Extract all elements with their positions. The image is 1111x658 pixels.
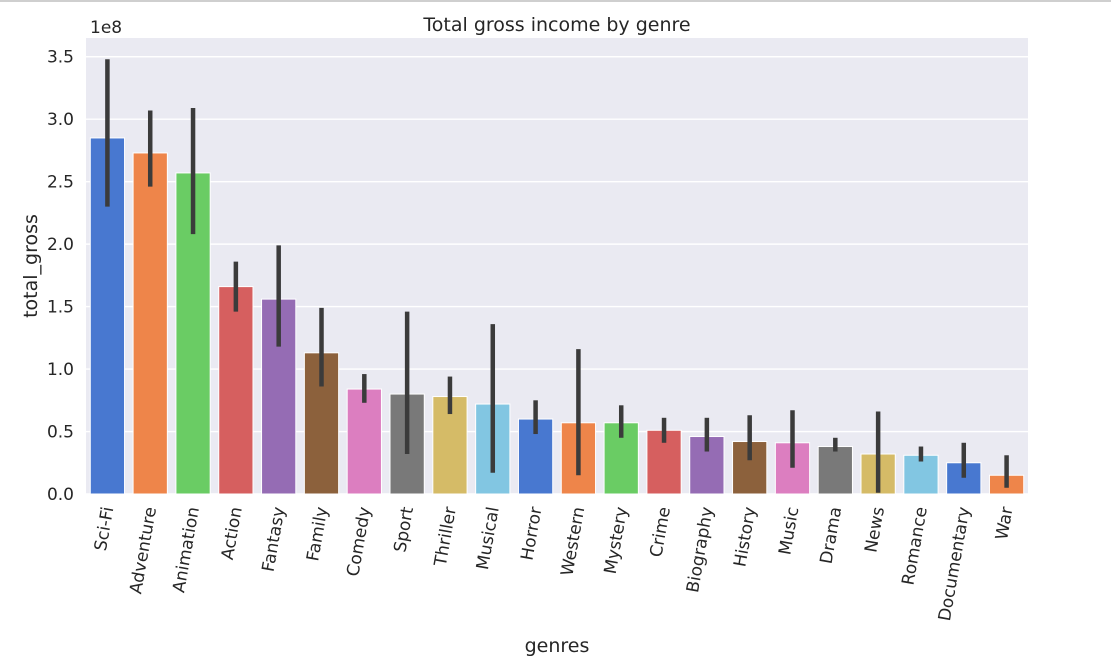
- x-tick-label: Sport: [390, 505, 418, 554]
- error-bars: [105, 59, 1009, 493]
- y-tick-label: 1.5: [47, 298, 74, 318]
- x-tick-label: Animation: [169, 505, 204, 594]
- x-tick-label: Thriller: [431, 505, 461, 568]
- x-axis-label: genres: [525, 635, 590, 657]
- bar-family: [303, 352, 340, 495]
- x-tick-label: News: [861, 505, 889, 554]
- y-tick-label: 2.5: [47, 173, 74, 193]
- bar-romance: [903, 454, 939, 495]
- x-tick-label: Mystery: [601, 505, 632, 575]
- y-tick-label: 1.0: [47, 360, 74, 380]
- x-tick-label: War: [992, 505, 1017, 541]
- y-tick-label: 0.0: [47, 485, 74, 505]
- x-tick-label: Sci-Fi: [91, 505, 118, 552]
- y-tick-label: 2.0: [47, 235, 74, 255]
- y-tick-label: 3.0: [47, 110, 74, 130]
- bar-comedy: [346, 388, 382, 495]
- x-tick-label: Western: [558, 505, 590, 577]
- y-tick-labels: 0.0 0.5 1.0 1.5 2.0 2.5 3.0 3.5: [47, 48, 74, 505]
- y-offset-label: 1e8: [90, 18, 122, 38]
- x-tick-label: Music: [775, 505, 803, 556]
- chart-title: Total gross income by genre: [422, 14, 690, 36]
- x-tick-label: Horror: [517, 505, 546, 562]
- y-tick-label: 3.5: [47, 48, 74, 68]
- x-tick-label: Adventure: [126, 505, 161, 595]
- x-tick-label: History: [730, 505, 760, 568]
- x-tick-label: Fantasy: [259, 505, 290, 573]
- x-tick-labels: Sci-Fi Adventure Animation Action Fantasy Fam…: [91, 505, 1018, 623]
- bar-adventure: [132, 152, 168, 495]
- bar-action: [218, 286, 254, 495]
- x-tick-label: Comedy: [343, 505, 375, 578]
- x-tick-label: Action: [218, 505, 247, 561]
- bar-drama: [817, 446, 853, 495]
- x-tick-label: Romance: [898, 505, 931, 586]
- x-tick-label: Documentary: [935, 505, 975, 622]
- x-tick-label: Musical: [473, 505, 504, 571]
- x-tick-label: Family: [303, 505, 332, 562]
- x-tick-label: Drama: [817, 505, 847, 565]
- y-tick-label: 0.5: [47, 423, 74, 443]
- x-tick-label: Biography: [683, 505, 718, 594]
- top-divider: [0, 0, 1111, 2]
- x-tick-label: Crime: [646, 505, 674, 558]
- y-axis-label: total_gross: [20, 214, 42, 318]
